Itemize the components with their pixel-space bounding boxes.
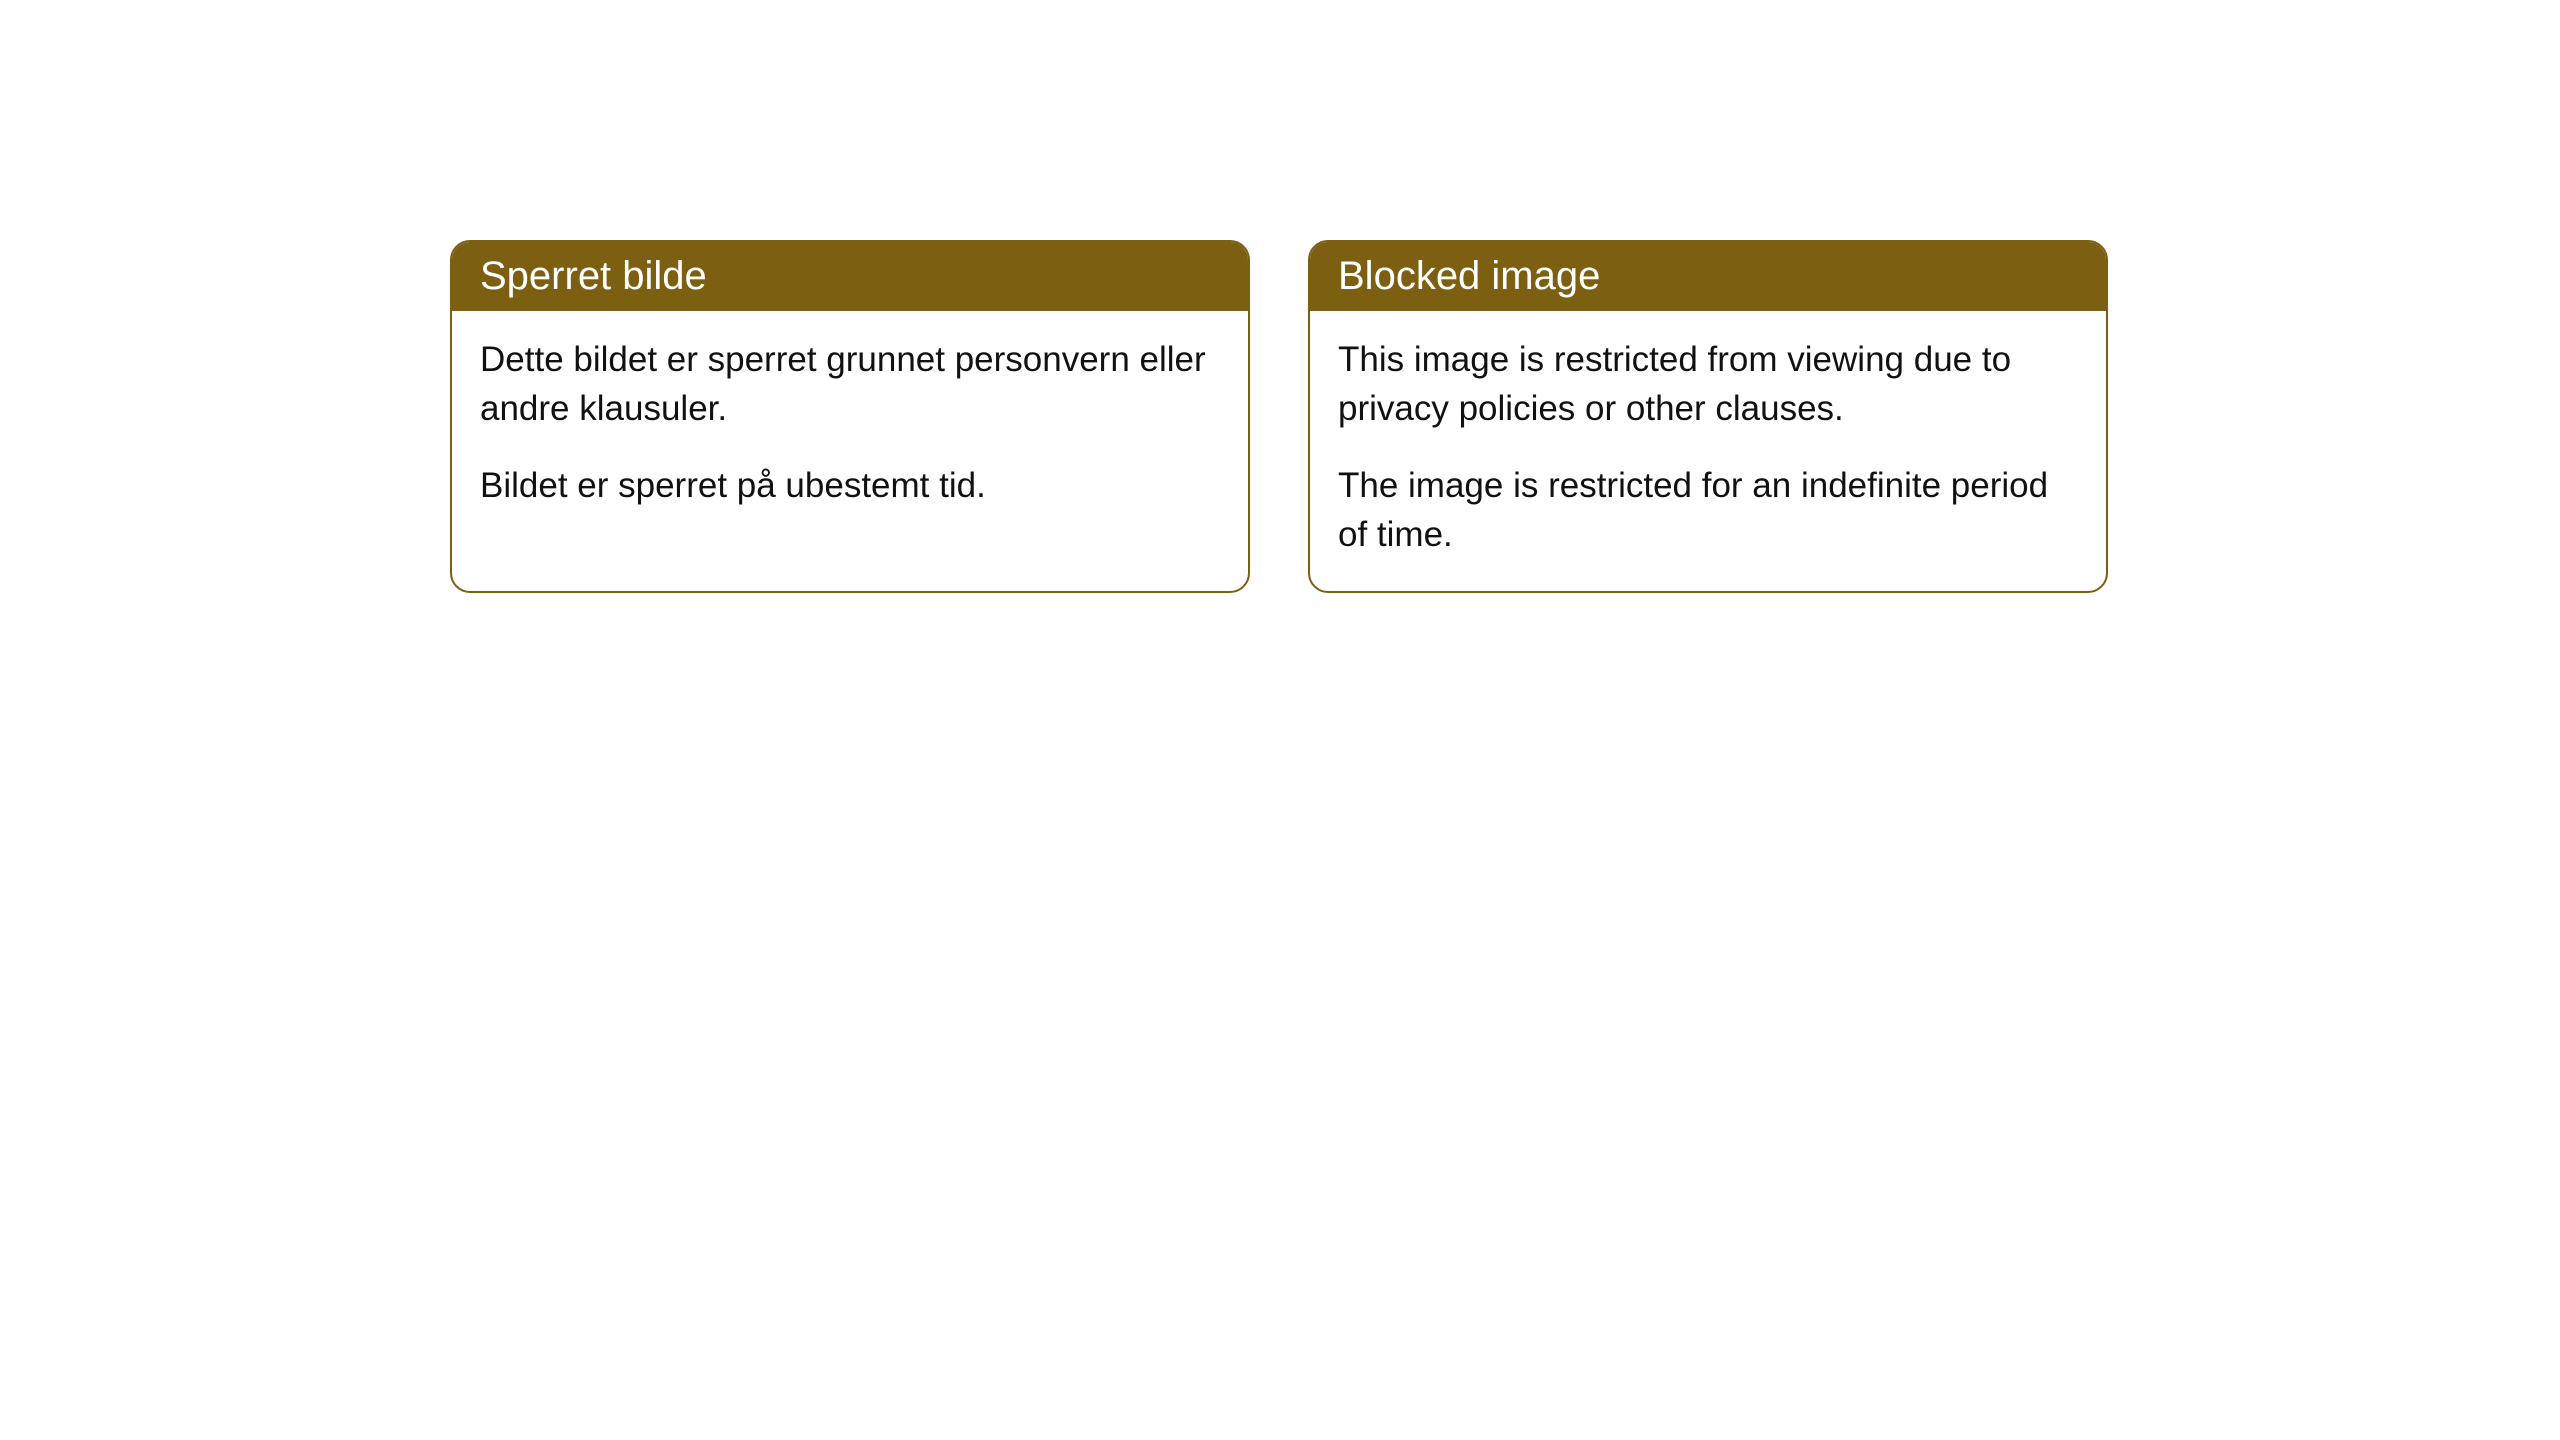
card-title: Sperret bilde (480, 254, 707, 298)
card-header: Sperret bilde (452, 242, 1248, 311)
card-paragraph: Bildet er sperret på ubestemt tid. (480, 461, 1220, 510)
notice-card-english: Blocked image This image is restricted f… (1308, 240, 2108, 593)
card-paragraph: Dette bildet er sperret grunnet personve… (480, 335, 1220, 433)
card-body: Dette bildet er sperret grunnet personve… (452, 311, 1248, 542)
card-paragraph: This image is restricted from viewing du… (1338, 335, 2078, 433)
card-body: This image is restricted from viewing du… (1310, 311, 2106, 591)
card-title: Blocked image (1338, 254, 1600, 298)
card-paragraph: The image is restricted for an indefinit… (1338, 461, 2078, 559)
notice-card-norwegian: Sperret bilde Dette bildet er sperret gr… (450, 240, 1250, 593)
notice-cards-container: Sperret bilde Dette bildet er sperret gr… (0, 0, 2560, 833)
card-header: Blocked image (1310, 242, 2106, 311)
